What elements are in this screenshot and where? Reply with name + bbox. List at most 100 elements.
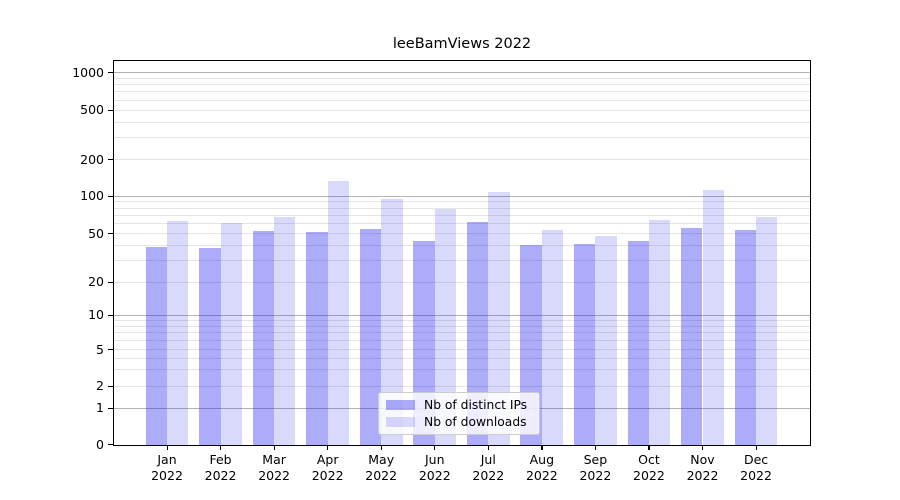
gridline-100 bbox=[114, 195, 810, 197]
y-tick-label-10: 10 bbox=[88, 307, 104, 322]
x-tick-apr-2022 bbox=[327, 446, 329, 450]
x-tick-label-may-2022: May 2022 bbox=[365, 452, 398, 483]
bar-distinct-ips-dec-2022 bbox=[734, 230, 757, 445]
bar-distinct-ips-oct-2022 bbox=[627, 241, 649, 445]
y-tick-label-500: 500 bbox=[80, 102, 104, 117]
legend-swatch-downloads bbox=[386, 417, 415, 427]
x-tick-jun-2022 bbox=[434, 446, 436, 450]
legend-item-distinct-ips: Nb of distinct IPs bbox=[386, 398, 533, 412]
bar-downloads-mar-2022 bbox=[274, 216, 296, 445]
x-tick-label-feb-2022: Feb 2022 bbox=[204, 452, 237, 483]
x-tick-label-mar-2022: Mar 2022 bbox=[258, 452, 290, 483]
gridline-40 bbox=[114, 244, 810, 246]
chart-title: leeBamViews 2022 bbox=[392, 36, 532, 52]
x-tick-label-dec-2022: Dec 2022 bbox=[740, 452, 772, 483]
x-tick-label-nov-2022: Nov 2022 bbox=[686, 452, 719, 483]
bar-distinct-ips-sep-2022 bbox=[574, 244, 596, 445]
gridline-600 bbox=[114, 99, 810, 101]
y-tick-label-0: 0 bbox=[96, 436, 104, 452]
gridline-300 bbox=[114, 137, 810, 139]
gridline-4 bbox=[114, 357, 810, 359]
gridline-70 bbox=[114, 214, 810, 216]
y-tick-label-1000: 1000 bbox=[72, 64, 104, 80]
bar-distinct-ips-mar-2022 bbox=[252, 231, 275, 445]
x-tick-jan-2022 bbox=[166, 446, 168, 450]
x-tick-oct-2022 bbox=[648, 446, 650, 450]
bar-downloads-feb-2022 bbox=[220, 222, 242, 445]
legend-swatch-distinct-ips bbox=[386, 400, 415, 410]
bar-downloads-nov-2022 bbox=[702, 189, 724, 445]
legend-item-downloads: Nb of downloads bbox=[386, 415, 533, 429]
y-tick-label-50: 50 bbox=[88, 225, 104, 241]
y-tick-label-100: 100 bbox=[80, 188, 104, 203]
x-tick-label-jul-2022: Jul 2022 bbox=[472, 452, 505, 483]
gridline-5 bbox=[114, 349, 810, 350]
bar-distinct-ips-jul-2022 bbox=[466, 221, 489, 445]
y-tick-500 bbox=[108, 109, 113, 111]
gridline-900 bbox=[114, 77, 810, 79]
bar-distinct-ips-nov-2022 bbox=[681, 228, 703, 445]
gridline-3 bbox=[114, 369, 810, 371]
y-tick-100 bbox=[108, 195, 113, 197]
gridline-90 bbox=[114, 201, 810, 203]
gridline-2 bbox=[114, 385, 810, 387]
bar-downloads-jun-2022 bbox=[434, 208, 457, 445]
x-tick-aug-2022 bbox=[541, 446, 543, 450]
bar-downloads-jan-2022 bbox=[167, 220, 189, 445]
gridline-800 bbox=[114, 84, 810, 86]
y-tick-label-2: 2 bbox=[96, 378, 104, 393]
legend: Nb of distinct IPs Nb of downloads bbox=[378, 392, 540, 435]
y-tick-20 bbox=[108, 281, 113, 283]
y-tick-label-200: 200 bbox=[80, 151, 104, 167]
y-tick-2 bbox=[108, 385, 113, 387]
x-tick-label-aug-2022: Aug 2022 bbox=[525, 452, 558, 483]
bar-downloads-sep-2022 bbox=[595, 235, 617, 445]
bar-distinct-ips-feb-2022 bbox=[199, 248, 221, 445]
bar-distinct-ips-apr-2022 bbox=[306, 232, 328, 445]
x-tick-jul-2022 bbox=[487, 446, 489, 450]
x-tick-dec-2022 bbox=[755, 446, 757, 450]
gridline-50 bbox=[114, 233, 810, 234]
x-tick-label-jan-2022: Jan 2022 bbox=[151, 452, 183, 483]
gridline-7 bbox=[114, 332, 810, 334]
y-tick-0 bbox=[108, 444, 113, 446]
bar-distinct-ips-jan-2022 bbox=[145, 246, 167, 445]
x-tick-sep-2022 bbox=[594, 446, 597, 450]
gridline-80 bbox=[114, 207, 810, 209]
y-tick-1 bbox=[108, 407, 113, 409]
legend-label-distinct-ips: Nb of distinct IPs bbox=[424, 398, 528, 412]
bar-downloads-may-2022 bbox=[381, 199, 403, 445]
x-tick-label-jun-2022: Jun 2022 bbox=[418, 452, 451, 483]
y-tick-label-5: 5 bbox=[96, 341, 104, 357]
gridline-10 bbox=[114, 314, 810, 316]
gridline-60 bbox=[114, 223, 810, 225]
gridline-30 bbox=[114, 260, 810, 262]
x-tick-label-oct-2022: Oct 2022 bbox=[633, 452, 665, 483]
y-tick-label-20: 20 bbox=[88, 274, 104, 289]
y-tick-50 bbox=[108, 233, 113, 235]
gridline-500 bbox=[114, 109, 810, 111]
x-tick-mar-2022 bbox=[273, 446, 275, 450]
bar-downloads-jul-2022 bbox=[488, 191, 510, 445]
x-tick-label-sep-2022: Sep 2022 bbox=[579, 452, 612, 483]
gridline-1000 bbox=[114, 72, 810, 73]
x-tick-may-2022 bbox=[380, 446, 382, 450]
gridline-700 bbox=[114, 91, 810, 93]
x-tick-feb-2022 bbox=[220, 446, 222, 450]
gridline-20 bbox=[114, 281, 810, 283]
y-tick-label-1: 1 bbox=[96, 400, 104, 415]
bar-downloads-dec-2022 bbox=[756, 216, 778, 445]
bar-downloads-oct-2022 bbox=[648, 220, 671, 445]
y-tick-5 bbox=[108, 349, 113, 351]
gridline-8 bbox=[114, 325, 810, 327]
gridline-400 bbox=[114, 121, 810, 123]
legend-label-downloads: Nb of downloads bbox=[424, 415, 527, 429]
y-tick-10 bbox=[108, 314, 113, 316]
x-tick-nov-2022 bbox=[702, 446, 704, 450]
gridline-6 bbox=[114, 339, 810, 341]
gridline-200 bbox=[114, 159, 810, 160]
gridline-9 bbox=[114, 319, 810, 321]
x-tick-label-apr-2022: Apr 2022 bbox=[311, 452, 344, 483]
y-tick-200 bbox=[108, 159, 113, 161]
